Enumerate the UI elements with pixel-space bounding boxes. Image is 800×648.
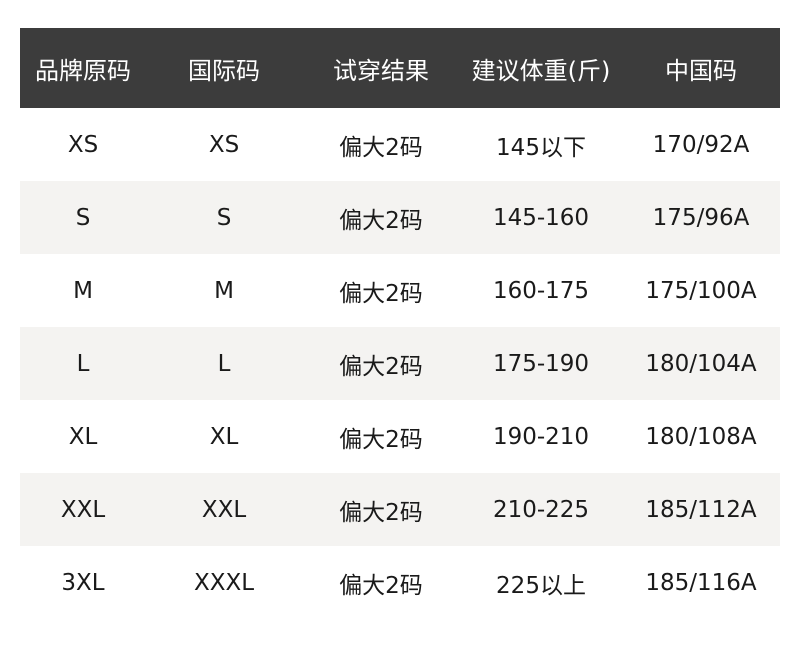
cell-fit-result: 偏大2码 (339, 499, 423, 526)
cell-china-size: 180/104A (645, 350, 757, 377)
table-row: XL XL 偏大2码 190-210 180/108A (20, 400, 780, 473)
table-row: XXL XXL 偏大2码 210-225 185/112A (20, 473, 780, 546)
cell-brand-size: XL (68, 423, 98, 450)
header-weight: 建议体重(斤) (471, 56, 611, 85)
cell-fit-result: 偏大2码 (339, 426, 423, 453)
cell-china-size: 175/100A (645, 277, 757, 304)
cell-fit-result: 偏大2码 (339, 134, 423, 161)
cell-intl-size: XXXL (193, 569, 255, 596)
cell-weight: 160-175 (492, 277, 590, 304)
table-header: 品牌原码 国际码 试穿结果 建议体重(斤) 中国码 (20, 28, 780, 108)
cell-weight: 175-190 (492, 350, 590, 377)
cell-china-size: 170/92A (652, 131, 750, 158)
cell-intl-size: XL (209, 423, 239, 450)
cell-intl-size: M (214, 277, 234, 304)
table-row: S S 偏大2码 145-160 175/96A (20, 181, 780, 254)
cell-china-size: 185/112A (645, 496, 757, 523)
size-chart-table: 品牌原码 国际码 试穿结果 建议体重(斤) 中国码 XS XS 偏大2码 145以下 1… (20, 28, 780, 619)
cell-intl-size: S (216, 204, 232, 231)
cell-intl-size: XS (208, 131, 240, 158)
cell-weight: 225以上 (496, 572, 586, 599)
table-row: M M 偏大2码 160-175 175/100A (20, 254, 780, 327)
table-row: L L 偏大2码 175-190 180/104A (20, 327, 780, 400)
cell-intl-size: L (217, 350, 231, 377)
cell-brand-size: L (76, 350, 90, 377)
cell-fit-result: 偏大2码 (339, 572, 423, 599)
cell-weight: 190-210 (492, 423, 590, 450)
header-china-size: 中国码 (665, 56, 737, 85)
header-brand-size: 品牌原码 (35, 56, 131, 85)
cell-intl-size: XXL (201, 496, 247, 523)
cell-brand-size: 3XL (61, 569, 105, 596)
cell-brand-size: XS (67, 131, 99, 158)
cell-china-size: 185/116A (645, 569, 757, 596)
table-row: XS XS 偏大2码 145以下 170/92A (20, 108, 780, 181)
cell-china-size: 180/108A (645, 423, 757, 450)
table-row: 3XL XXXL 偏大2码 225以上 185/116A (20, 546, 780, 619)
cell-weight: 145-160 (492, 204, 590, 231)
cell-weight: 210-225 (492, 496, 590, 523)
cell-weight: 145以下 (496, 134, 586, 161)
cell-fit-result: 偏大2码 (339, 353, 423, 380)
cell-brand-size: XXL (60, 496, 106, 523)
cell-brand-size: S (75, 204, 91, 231)
cell-brand-size: M (73, 277, 93, 304)
header-fit-result: 试穿结果 (333, 56, 429, 85)
cell-fit-result: 偏大2码 (339, 207, 423, 234)
cell-china-size: 175/96A (652, 204, 750, 231)
cell-fit-result: 偏大2码 (339, 280, 423, 307)
header-intl-size: 国际码 (188, 56, 260, 85)
